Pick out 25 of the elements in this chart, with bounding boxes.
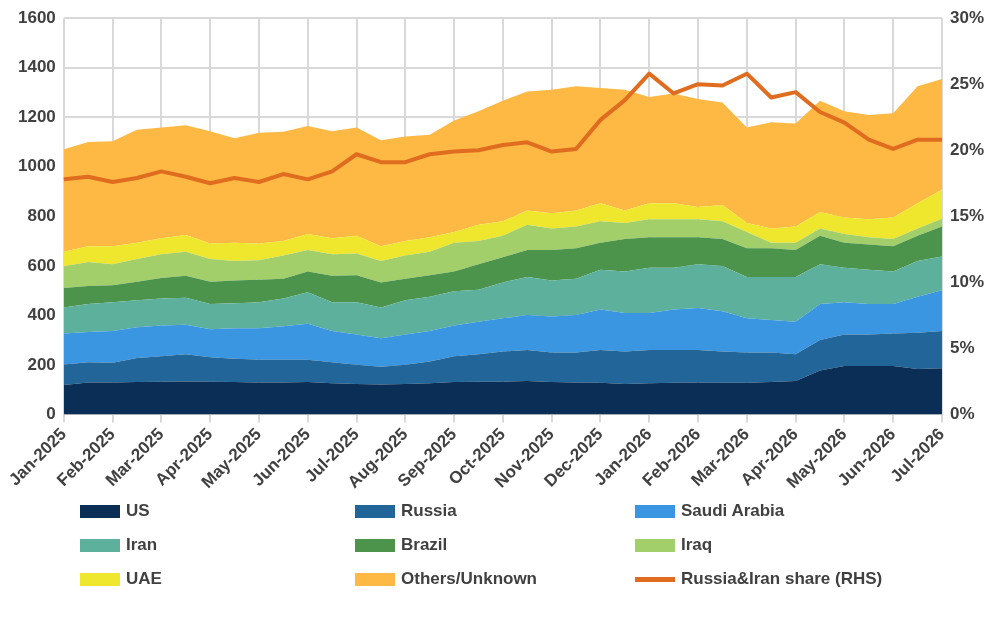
legend-label: Iran <box>126 535 158 555</box>
legend-label: US <box>126 501 150 521</box>
y-tick-label: 1400 <box>17 57 56 77</box>
y2-tick-label: 20% <box>949 139 985 159</box>
legend-label: Brazil <box>401 535 448 555</box>
y2-tick-label: 30% <box>949 7 985 27</box>
y-tick-label: 1000 <box>17 156 56 176</box>
y2-tick-label: 10% <box>949 272 985 292</box>
y2-tick-label: 25% <box>949 73 985 93</box>
legend-label: Russia&Iran share (RHS) <box>681 569 883 589</box>
y-tick-label: 1600 <box>17 7 56 27</box>
legend-label: Saudi Arabia <box>681 501 785 521</box>
y-tick-label: 800 <box>27 206 56 226</box>
y2-tick-label: 0% <box>949 404 975 424</box>
y-tick-label: 1200 <box>17 106 56 126</box>
y2-tick-label: 5% <box>949 338 975 358</box>
y-tick-label: 200 <box>27 354 56 374</box>
legend-label: UAE <box>126 569 162 589</box>
legend-label: Russia <box>401 501 457 521</box>
y-tick-label: 600 <box>27 255 56 275</box>
y-tick-label: 0 <box>46 404 56 424</box>
legend-label: Iraq <box>681 535 713 555</box>
legend-label: Others/Unknown <box>401 569 538 589</box>
y-tick-label: 400 <box>27 305 56 325</box>
y2-tick-label: 15% <box>949 206 985 226</box>
